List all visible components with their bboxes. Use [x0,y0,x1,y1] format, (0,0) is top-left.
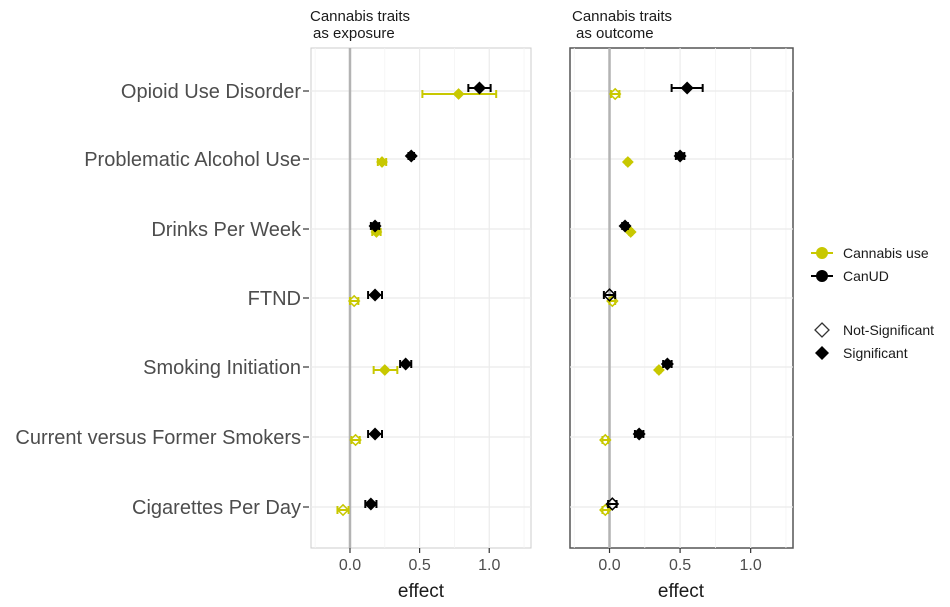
point-cannabis-use-smoking-initiation [653,364,665,376]
panel-exposure-grid [310,47,532,549]
x-tick-label: 0.5 [669,557,691,574]
panel-exposure-x-axis: 0.0 0.5 1.0 [339,548,500,574]
point-canud-opioid-use-disorder [680,81,694,95]
point-canud-cigarettes-per-day [364,497,378,511]
point-canud-smoking-initiation [399,357,413,371]
point-canud-current-versus-former-smokers [632,427,646,441]
point-cannabis-use-current-versus-former-smokers [349,433,362,447]
point-cannabis-use-ftnd [347,294,361,308]
point-canud-current-versus-former-smokers [368,427,382,441]
panel-outcome-marks [599,81,704,517]
point-cannabis-use-cigarettes-per-day [599,503,612,517]
legend: Cannabis use CanUD Not-Significant Signi… [811,245,934,361]
panel-exposure-x-axis-title: effect [398,581,445,602]
panel-outcome-title-line2: as outcome [576,25,654,42]
point-canud-drinks-per-week [618,219,632,233]
point-cannabis-use-cigarettes-per-day [336,503,350,517]
x-tick-label: 0.5 [408,557,430,574]
point-cannabis-use-problematic-alcohol-use [376,156,388,168]
point-canud-ftnd [368,288,382,302]
point-cannabis-use-smoking-initiation [378,364,391,376]
category-label-smoking-initiation: Smoking Initiation [143,357,301,379]
point-cannabis-use-problematic-alcohol-use [621,156,634,168]
category-label-drinks-per-week: Drinks Per Week [151,219,302,241]
panel-outcome-x-axis: 0.0 0.5 1.0 [598,548,762,574]
legend-not-significant-open-diamond-icon [814,322,830,338]
point-cannabis-use-opioid-use-disorder [452,88,465,100]
errorbar-canud-cigarettes-per-day [607,500,618,508]
point-canud-ftnd [602,288,617,302]
point-canud-problematic-alcohol-use [673,149,687,163]
point-cannabis-use-opioid-use-disorder [608,87,622,101]
panel-outcome: Cannabis traits as outcome 0.0 0.5 1.0 eff… [569,8,794,602]
legend-cannabis-use-dot [816,247,828,259]
panel-exposure-title-line1: Cannabis traits [310,8,410,25]
point-canud-drinks-per-week [368,219,382,233]
legend-not-significant-label: Not-Significant [843,322,934,338]
legend-canud-label: CanUD [843,268,889,284]
x-tick-label: 1.0 [478,557,500,574]
point-canud-cigarettes-per-day [605,497,620,511]
x-tick-label: 0.0 [339,557,361,574]
point-canud-problematic-alcohol-use [404,149,418,163]
panel-outcome-x-axis-title: effect [658,581,705,602]
category-labels: Opioid Use Disorder Problematic Alcohol U… [15,81,309,519]
category-label-current-versus-former-smokers: Current versus Former Smokers [15,427,301,449]
panel-outcome-title-line1: Cannabis traits [572,8,672,25]
legend-significant-label: Significant [843,345,908,361]
category-label-problematic-alcohol-use: Problematic Alcohol Use [84,149,301,171]
point-cannabis-use-current-versus-former-smokers [599,433,612,447]
category-label-opioid-use-disorder: Opioid Use Disorder [121,81,301,103]
panel-exposure: Cannabis traits as exposure 0.0 0.5 1.0 ef… [310,8,532,602]
x-tick-label: 0.0 [598,557,620,574]
legend-canud-dot [816,270,828,282]
point-canud-opioid-use-disorder [472,81,486,95]
panel-exposure-title-line2: as exposure [313,25,395,42]
point-canud-smoking-initiation [660,357,674,371]
legend-significant-filled-diamond-icon [815,346,829,360]
x-tick-label: 1.0 [740,557,762,574]
category-label-ftnd: FTND [248,288,301,310]
category-label-cigarettes-per-day: Cigarettes Per Day [132,497,301,519]
legend-cannabis-use-label: Cannabis use [843,245,929,261]
panel-exposure-marks [336,81,498,517]
